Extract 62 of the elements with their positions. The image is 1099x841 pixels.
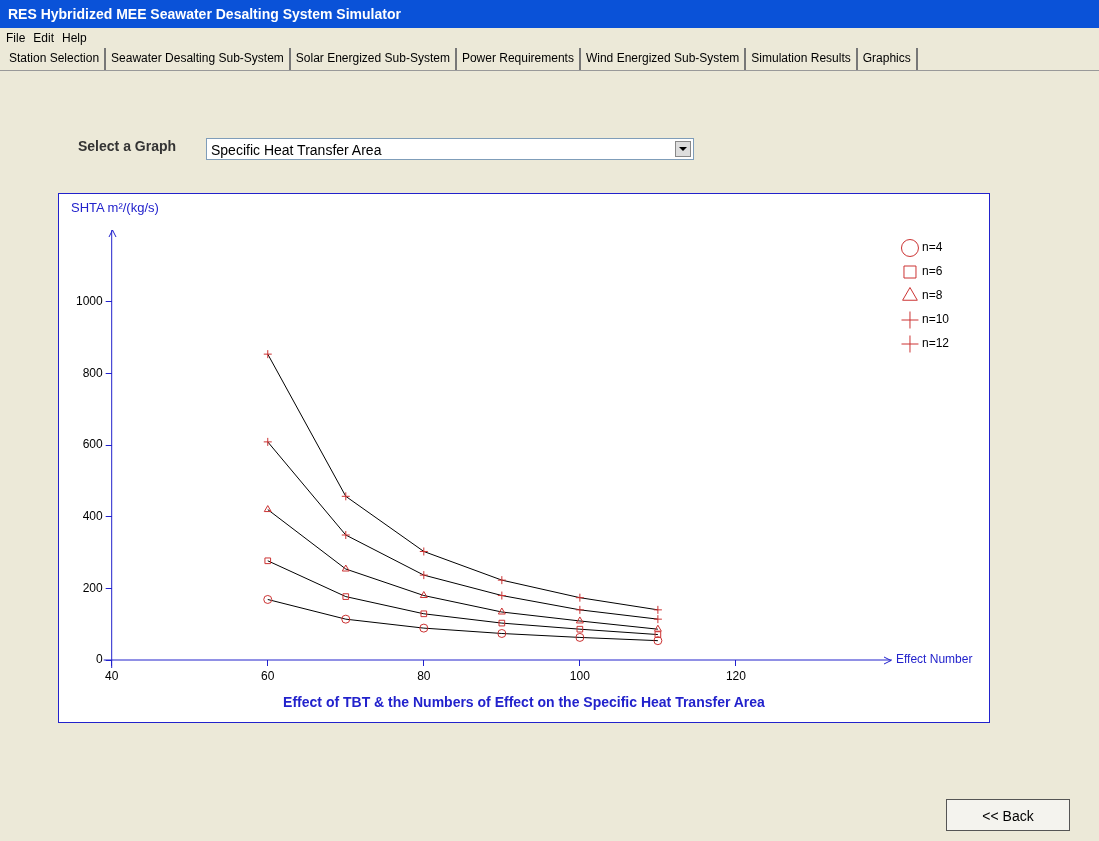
x-tick-label: 80 xyxy=(417,668,431,683)
text: Specific Heat Transfer Area xyxy=(206,138,694,160)
y-tick-label: 0 xyxy=(96,652,104,667)
point xyxy=(653,605,663,615)
point xyxy=(576,625,584,633)
point xyxy=(263,437,273,447)
legend-label: n=8 xyxy=(921,288,943,303)
text: Edit xyxy=(33,30,55,47)
point xyxy=(653,614,663,624)
point xyxy=(341,564,350,572)
point xyxy=(342,593,350,600)
legend-label: n=12 xyxy=(921,336,950,351)
point xyxy=(498,619,506,627)
point xyxy=(263,349,273,359)
point xyxy=(341,491,351,501)
text: Power Requirements xyxy=(456,48,581,70)
point xyxy=(654,631,662,638)
point xyxy=(264,557,272,565)
point xyxy=(341,614,351,624)
text: RES Hybridized MEE Seawater Desalting System Simulator xyxy=(0,0,1099,28)
x-tick-label: 120 xyxy=(725,668,747,683)
x-tick-label: 40 xyxy=(105,668,119,683)
y-axis-title: SHTA m²/(kg/s) xyxy=(71,200,159,215)
text: << Back xyxy=(946,799,1070,831)
legend-label: n=10 xyxy=(921,312,950,327)
point xyxy=(575,605,585,615)
point xyxy=(653,636,663,646)
y-tick-label: 800 xyxy=(82,365,104,380)
point xyxy=(419,591,428,599)
point xyxy=(419,570,429,580)
point xyxy=(419,623,429,633)
text: Simulation Results xyxy=(746,48,858,70)
point xyxy=(263,505,272,513)
point xyxy=(497,575,507,585)
legend-label: n=4 xyxy=(921,240,943,255)
legend-label: n=6 xyxy=(921,264,943,279)
text: Graphics xyxy=(857,48,918,70)
text: Station Selection xyxy=(4,48,107,70)
text: Solar Energized Sub-System xyxy=(290,48,457,70)
point xyxy=(497,629,507,638)
text: Select a Graph xyxy=(78,138,177,154)
point xyxy=(575,616,584,624)
x-axis-title: Effect Number xyxy=(895,652,973,666)
point xyxy=(341,530,351,540)
point xyxy=(263,594,273,604)
y-tick-label: 1000 xyxy=(75,294,104,309)
text: Seawater Desalting Sub-System xyxy=(106,48,291,70)
point xyxy=(420,610,428,618)
point xyxy=(575,593,585,603)
point xyxy=(575,632,585,642)
text: Effect of TBT & the Numbers of Effect on the Specific Heat Transfer Area xyxy=(282,694,766,710)
point xyxy=(419,546,429,556)
y-tick-label: 400 xyxy=(82,509,104,524)
point xyxy=(497,607,506,615)
point xyxy=(653,624,662,632)
text: Help xyxy=(62,30,87,47)
text: File xyxy=(6,30,26,47)
text: Wind Energized Sub-System xyxy=(580,48,747,70)
x-tick-label: 100 xyxy=(569,668,591,683)
y-tick-label: 200 xyxy=(82,580,104,595)
y-tick-label: 600 xyxy=(82,437,104,452)
x-tick-label: 60 xyxy=(261,668,275,683)
